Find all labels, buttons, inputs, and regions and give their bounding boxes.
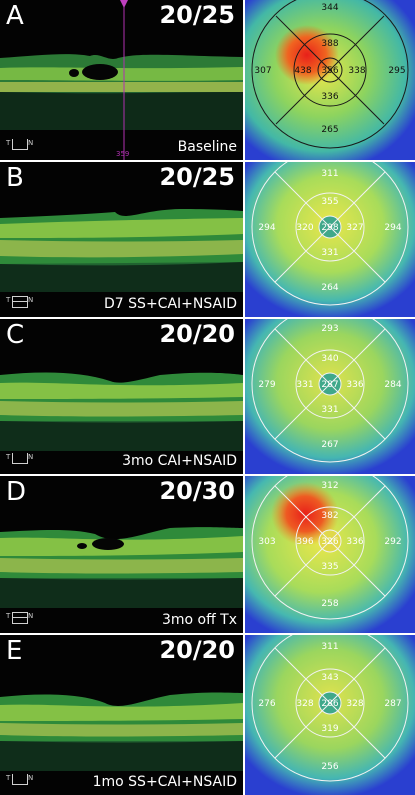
map-center: 286	[321, 699, 338, 709]
map-inner-top: 388	[321, 39, 338, 49]
map-outer-bottom: 265	[321, 125, 338, 135]
thickness-map-image-e: 286 343 328 319 328 311 287 256 276	[245, 635, 415, 795]
map-inner-nasal: 336	[346, 537, 363, 547]
oct-image-d	[0, 476, 243, 633]
thickness-map-c: 287 340 336 331 331 293 284 267 279	[245, 319, 415, 474]
map-outer-temporal: 276	[258, 699, 275, 709]
map-outer-top: 311	[321, 642, 338, 652]
map-inner-top: 355	[321, 197, 338, 207]
map-inner-top: 343	[321, 673, 338, 683]
map-outer-top: 312	[321, 481, 338, 491]
panel-letter: D	[6, 477, 27, 507]
map-inner-temporal: 320	[296, 223, 313, 233]
map-inner-top: 340	[321, 354, 338, 364]
thickness-map-a: 356 388 338 336 438 344 295 265 307	[245, 0, 415, 160]
map-inner-temporal: 331	[296, 380, 313, 390]
panel-letter: B	[6, 163, 24, 193]
map-outer-nasal: 294	[384, 223, 401, 233]
panel-caption: 3mo CAI+NSAID	[122, 453, 237, 469]
thickness-map-image-a: 356 388 338 336 438 344 295 265 307	[245, 0, 415, 160]
map-inner-temporal: 328	[296, 699, 313, 709]
map-outer-bottom: 267	[321, 440, 338, 450]
thickness-map-image-c: 287 340 336 331 331 293 284 267 279	[245, 319, 415, 474]
map-inner-bottom: 319	[321, 724, 338, 734]
map-inner-bottom: 331	[321, 405, 338, 415]
map-inner-bottom: 336	[321, 92, 338, 102]
oct-image-c	[0, 319, 243, 474]
oct-image-a: 359	[0, 0, 243, 160]
panel-caption: Baseline	[177, 139, 237, 155]
map-outer-top: 293	[321, 324, 338, 334]
panel-caption: 3mo off Tx	[161, 612, 237, 628]
map-outer-temporal: 303	[258, 537, 275, 547]
panel-letter: C	[6, 320, 25, 350]
map-inner-bottom: 335	[321, 562, 338, 572]
map-inner-nasal: 336	[346, 380, 363, 390]
panel-caption: 1mo SS+CAI+NSAID	[92, 774, 237, 790]
map-inner-nasal: 328	[346, 699, 363, 709]
map-center: 356	[321, 66, 338, 76]
visual-acuity: 20/20	[159, 636, 235, 664]
marker-label: 359	[116, 150, 129, 158]
map-inner-nasal: 327	[346, 223, 363, 233]
visual-acuity: 20/20	[159, 320, 235, 348]
map-outer-top: 311	[321, 169, 338, 179]
map-outer-nasal: 287	[384, 699, 401, 709]
panel-caption: D7 SS+CAI+NSAID	[104, 296, 237, 312]
map-center: 298	[321, 223, 338, 233]
map-outer-nasal: 295	[388, 66, 405, 76]
map-outer-bottom: 258	[321, 599, 338, 609]
map-center: 287	[321, 380, 338, 390]
oct-image-e	[0, 635, 243, 795]
thickness-map-e: 286 343 328 319 328 311 287 256 276	[245, 635, 415, 795]
map-inner-temporal: 438	[294, 66, 311, 76]
map-outer-nasal: 284	[384, 380, 401, 390]
thickness-map-d: 326 382 336 335 396 312 292 258 303	[245, 476, 415, 633]
map-inner-nasal: 338	[348, 66, 365, 76]
panel-letter: A	[6, 1, 24, 31]
map-inner-top: 382	[321, 511, 338, 521]
map-inner-bottom: 331	[321, 248, 338, 258]
map-inner-temporal: 396	[296, 537, 313, 547]
map-outer-temporal: 294	[258, 223, 275, 233]
visual-acuity: 20/25	[159, 163, 235, 191]
map-outer-bottom: 264	[321, 283, 338, 293]
map-outer-bottom: 256	[321, 762, 338, 772]
map-outer-top: 344	[321, 3, 338, 13]
map-outer-temporal: 279	[258, 380, 275, 390]
map-outer-temporal: 307	[254, 66, 271, 76]
visual-acuity: 20/25	[159, 1, 235, 29]
visual-acuity: 20/30	[159, 477, 235, 505]
map-center: 326	[321, 537, 338, 547]
thickness-map-image-b: 298 355 327 331 320 311 294 264 294	[245, 162, 415, 317]
panel-letter: E	[6, 636, 23, 666]
map-outer-nasal: 292	[384, 537, 401, 547]
thickness-map-b: 298 355 327 331 320 311 294 264 294	[245, 162, 415, 317]
oct-image-b	[0, 162, 243, 317]
thickness-map-image-d: 326 382 336 335 396 312 292 258 303	[245, 476, 415, 633]
